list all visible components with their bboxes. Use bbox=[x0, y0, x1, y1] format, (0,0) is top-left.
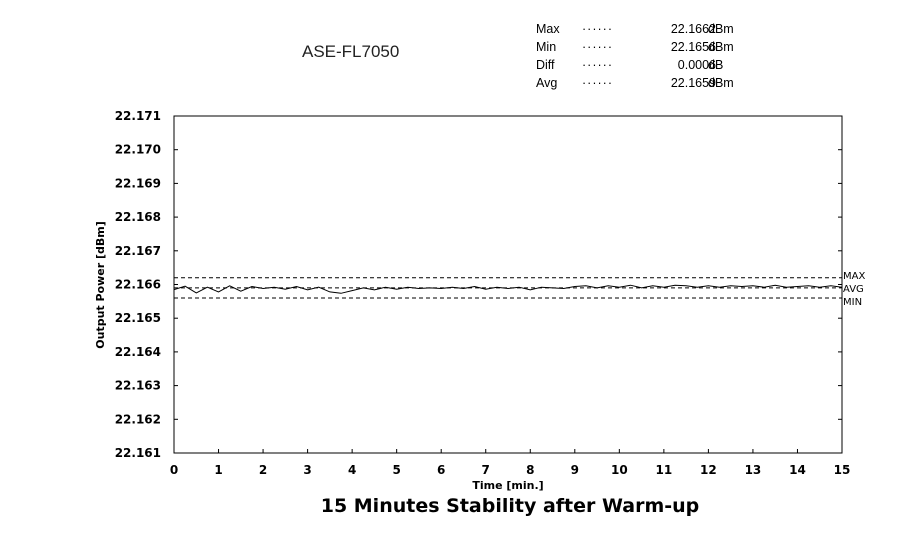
y-tick-label: 22.171 bbox=[115, 109, 161, 123]
stat-value: 22.1662 bbox=[670, 22, 716, 36]
x-axis-label: Time [min.] bbox=[472, 479, 543, 492]
stat-dots: ······ bbox=[582, 58, 613, 72]
y-tick-label: 22.162 bbox=[115, 412, 161, 426]
x-tick-label: 14 bbox=[789, 463, 806, 477]
stat-unit: dBm bbox=[708, 22, 734, 36]
stat-unit: dBm bbox=[708, 76, 734, 90]
x-tick-label: 3 bbox=[303, 463, 311, 477]
x-tick-label: 10 bbox=[611, 463, 628, 477]
stat-row-avg: Avg ······ 22.1659 dBm bbox=[536, 76, 776, 94]
x-tick-label: 8 bbox=[526, 463, 534, 477]
x-tick-label: 4 bbox=[348, 463, 356, 477]
stat-name: Max bbox=[536, 22, 560, 36]
stat-row-diff: Diff ······ 0.0006 dB bbox=[536, 58, 776, 76]
y-tick-label: 22.166 bbox=[115, 278, 161, 292]
stat-dots: ······ bbox=[582, 40, 613, 54]
stat-unit: dBm bbox=[708, 40, 734, 54]
stat-unit: dB bbox=[708, 58, 724, 72]
x-tick-label: 9 bbox=[571, 463, 579, 477]
series-line bbox=[173, 284, 843, 294]
x-tick-label: 12 bbox=[700, 463, 717, 477]
x-tick-label: 15 bbox=[834, 463, 851, 477]
plot-area bbox=[173, 115, 843, 454]
reference-lines: MAX AVG MIN bbox=[174, 271, 865, 308]
stat-value: 22.1659 bbox=[670, 76, 716, 90]
y-tick-label: 22.170 bbox=[115, 143, 161, 157]
y-tick-label: 22.164 bbox=[115, 345, 161, 359]
stat-dots: ······ bbox=[582, 22, 613, 36]
x-tick-label: 0 bbox=[170, 463, 178, 477]
reference-label-max: MAX bbox=[843, 271, 865, 282]
stat-value: 0.0006 bbox=[677, 58, 716, 72]
stat-row-max: Max ······ 22.1662 dBm bbox=[536, 22, 776, 40]
reference-label-min: MIN bbox=[843, 297, 862, 308]
x-tick-label: 5 bbox=[392, 463, 400, 477]
stat-value: 22.1656 bbox=[670, 40, 716, 54]
x-tick-label: 7 bbox=[482, 463, 490, 477]
x-tick-label: 11 bbox=[656, 463, 673, 477]
y-tick-label: 22.167 bbox=[115, 244, 161, 258]
y-axis-label: Output Power [dBm] bbox=[94, 221, 107, 349]
y-axis-ticks: 22.171 22.170 22.169 22.168 22.167 22.166 22.1… bbox=[115, 109, 842, 460]
stat-row-min: Min ······ 22.1656 dBm bbox=[536, 40, 776, 58]
y-tick-label: 22.165 bbox=[115, 311, 161, 325]
x-tick-label: 1 bbox=[214, 463, 222, 477]
stat-dots: ······ bbox=[582, 76, 613, 90]
y-tick-label: 22.169 bbox=[115, 176, 161, 190]
model-title: ASE-FL7050 bbox=[302, 42, 400, 61]
stats-table: Max ······ 22.1662 dBm Min ······ 22.165… bbox=[536, 22, 776, 94]
stat-name: Min bbox=[536, 40, 557, 54]
chart-caption: 15 Minutes Stability after Warm-up bbox=[320, 495, 700, 517]
x-tick-label: 6 bbox=[437, 463, 445, 477]
y-tick-label: 22.168 bbox=[115, 210, 161, 224]
series-group bbox=[173, 284, 843, 294]
stat-name: Diff bbox=[536, 58, 555, 72]
x-axis-ticks: 0 1 2 3 4 5 6 7 8 9 10 11 12 13 14 15 bbox=[170, 449, 851, 477]
reference-label-avg: AVG bbox=[843, 284, 864, 295]
stat-name: Avg bbox=[536, 76, 558, 90]
x-tick-label: 2 bbox=[259, 463, 267, 477]
y-tick-label: 22.161 bbox=[115, 446, 161, 460]
x-tick-label: 13 bbox=[745, 463, 762, 477]
y-tick-label: 22.163 bbox=[115, 379, 161, 393]
